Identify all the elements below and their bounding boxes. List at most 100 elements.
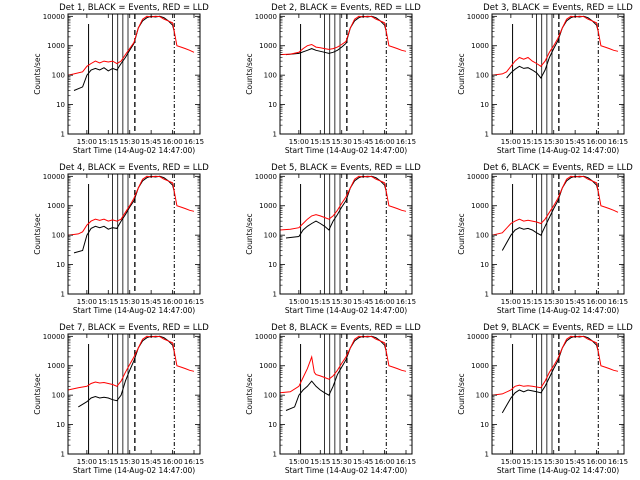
x-axis-label: Start Time (14-Aug-02 14:47:00)	[497, 306, 619, 315]
x-tick-label: 15:15	[98, 298, 118, 306]
detector-panel-2: 1 10 100 1000 10000 15:00 15:15 15:30 15:45 16:00…	[245, 3, 421, 155]
y-tick-label: 10000	[255, 13, 277, 21]
y-axis-label: Counts/sec	[245, 213, 254, 254]
y-tick-label: 10	[480, 421, 489, 429]
events-series-line	[506, 15, 599, 79]
y-tick-label: 10000	[43, 333, 65, 341]
y-axis-label: Counts/sec	[33, 213, 42, 254]
y-tick-label: 1	[273, 451, 277, 459]
y-tick-label: 10000	[467, 13, 489, 21]
y-tick-label: 100	[52, 392, 65, 400]
x-tick-label: 16:00	[586, 298, 606, 306]
detector-panel-3: 1 10 100 1000 10000 15:00 15:15 15:30 15:45 16:00…	[457, 3, 633, 155]
x-tick-label: 15:45	[353, 138, 373, 146]
y-axis-label: Counts/sec	[245, 373, 254, 414]
y-tick-label: 10000	[467, 173, 489, 181]
x-tick-label: 15:30	[120, 298, 140, 306]
chart-title: Det 4, BLACK = Events, RED = LLD	[59, 163, 209, 173]
plot-frame	[279, 173, 413, 295]
y-tick-label: 10000	[43, 13, 65, 21]
y-tick-label: 1	[61, 451, 65, 459]
y-tick-label: 10	[268, 101, 277, 109]
x-tick-label: 16:15	[396, 138, 416, 146]
x-tick-label: 16:15	[396, 458, 416, 466]
chart-title: Det 5, BLACK = Events, RED = LLD	[271, 163, 421, 173]
x-tick-label: 15:00	[501, 298, 521, 306]
x-tick-label: 15:15	[522, 138, 542, 146]
x-tick-label: 15:15	[522, 298, 542, 306]
events-series-line	[285, 175, 387, 239]
y-tick-label: 10	[56, 261, 65, 269]
y-axis-label: Counts/sec	[33, 53, 42, 94]
y-tick-label: 10	[56, 421, 65, 429]
x-tick-label: 15:15	[310, 298, 330, 306]
plot-frame	[67, 173, 201, 295]
lld-series-line	[491, 15, 619, 76]
x-tick-label: 16:00	[374, 138, 394, 146]
x-tick-label: 15:45	[565, 458, 585, 466]
x-axis-label: Start Time (14-Aug-02 14:47:00)	[73, 466, 195, 475]
chart-title: Det 8, BLACK = Events, RED = LLD	[271, 323, 421, 333]
x-tick-label: 15:45	[565, 298, 585, 306]
x-tick-label: 16:00	[162, 298, 182, 306]
x-tick-label: 16:15	[608, 298, 628, 306]
y-tick-label: 1	[273, 131, 277, 139]
plot-frame	[491, 333, 625, 455]
lld-series-line	[491, 335, 619, 396]
y-tick-label: 1000	[259, 362, 277, 370]
detector-panel-7: 1 10 100 1000 10000 15:00 15:15 15:30 15:45 16:00…	[33, 323, 209, 475]
x-tick-label: 15:45	[353, 298, 373, 306]
x-tick-label: 15:30	[544, 298, 564, 306]
y-tick-label: 10000	[467, 333, 489, 341]
x-axis-label: Start Time (14-Aug-02 14:47:00)	[285, 146, 407, 155]
x-tick-label: 15:00	[77, 298, 97, 306]
x-tick-label: 16:00	[374, 458, 394, 466]
lld-series-line	[67, 15, 195, 76]
y-tick-label: 1	[485, 131, 489, 139]
y-tick-label: 10000	[255, 173, 277, 181]
x-tick-label: 15:30	[332, 138, 352, 146]
plot-frame	[67, 333, 201, 455]
y-tick-label: 1000	[471, 42, 489, 50]
x-tick-label: 15:45	[141, 138, 161, 146]
y-tick-label: 1000	[259, 42, 277, 50]
plot-frame	[279, 13, 413, 135]
y-tick-label: 100	[264, 72, 277, 80]
x-tick-label: 15:45	[141, 458, 161, 466]
y-tick-label: 10	[56, 101, 65, 109]
x-tick-label: 16:00	[374, 298, 394, 306]
lld-series-line	[279, 175, 407, 231]
y-tick-label: 100	[476, 72, 489, 80]
detector-panel-8: 1 10 100 1000 10000 15:00 15:15 15:30 15:45 16:00…	[245, 323, 421, 475]
detector-panel-4: 1 10 100 1000 10000 15:00 15:15 15:30 15:45 16:00…	[33, 163, 209, 315]
y-tick-label: 10000	[43, 173, 65, 181]
x-tick-label: 16:00	[586, 458, 606, 466]
y-tick-label: 1000	[47, 202, 65, 210]
x-tick-label: 16:15	[396, 298, 416, 306]
y-tick-label: 1	[61, 291, 65, 299]
chart-title: Det 2, BLACK = Events, RED = LLD	[271, 3, 421, 13]
y-tick-label: 100	[52, 72, 65, 80]
x-axis-label: Start Time (14-Aug-02 14:47:00)	[73, 146, 195, 155]
x-tick-label: 15:00	[289, 458, 309, 466]
detector-panel-5: 1 10 100 1000 10000 15:00 15:15 15:30 15:45 16:00…	[245, 163, 421, 315]
plot-frame	[67, 13, 201, 135]
x-tick-label: 15:00	[501, 458, 521, 466]
y-tick-label: 1000	[471, 362, 489, 370]
x-tick-label: 16:00	[586, 138, 606, 146]
x-tick-label: 15:00	[77, 458, 97, 466]
chart-title: Det 1, BLACK = Events, RED = LLD	[59, 3, 209, 13]
x-tick-label: 15:30	[332, 298, 352, 306]
lld-series-line	[67, 175, 195, 236]
y-axis-label: Counts/sec	[457, 373, 466, 414]
events-series-line	[501, 175, 599, 251]
y-tick-label: 10	[268, 261, 277, 269]
chart-title: Det 9, BLACK = Events, RED = LLD	[483, 323, 633, 333]
x-axis-label: Start Time (14-Aug-02 14:47:00)	[285, 306, 407, 315]
y-tick-label: 1	[485, 291, 489, 299]
x-axis-label: Start Time (14-Aug-02 14:47:00)	[285, 466, 407, 475]
x-tick-label: 15:15	[98, 458, 118, 466]
y-tick-label: 1000	[47, 42, 65, 50]
